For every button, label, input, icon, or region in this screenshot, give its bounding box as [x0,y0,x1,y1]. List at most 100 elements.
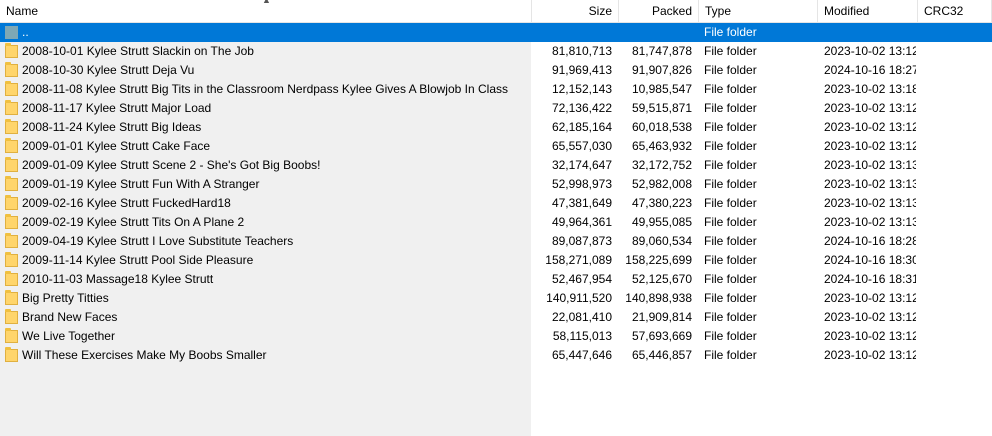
file-packed-size: 65,463,932 [631,139,692,153]
folder-icon [5,100,18,115]
file-size: 12,152,143 [551,82,612,96]
file-name: We Live Together [22,329,115,343]
file-packed-size: 21,909,814 [631,310,692,324]
file-packed-size: 47,380,223 [631,196,692,210]
file-size: 72,136,422 [551,101,612,115]
file-size: 47,381,649 [551,196,612,210]
table-row[interactable]: Brand New Faces 22,081,410 21,909,814 File … [0,308,992,327]
column-header-size[interactable]: Size [532,0,619,22]
column-header-modified[interactable]: Modified [818,0,918,22]
file-packed-size: 81,747,878 [631,44,692,58]
file-size: 81,810,713 [551,44,612,58]
table-row[interactable]: 2008-11-08 Kylee Strutt Big Tits in the … [0,80,992,99]
folder-icon [5,176,18,191]
table-row[interactable]: 2009-01-01 Kylee Strutt Cake Face 65,557,… [0,137,992,156]
file-modified: 2024-10-16 18:28 [824,234,916,248]
table-row[interactable]: We Live Together 58,115,013 57,693,669 File… [0,327,992,346]
file-type: File folder [704,215,757,229]
file-packed-size: 60,018,538 [631,120,692,134]
file-packed-size: 10,985,547 [631,82,692,96]
file-packed-size: 91,907,826 [631,63,692,77]
file-modified: 2023-10-02 13:12 [824,120,916,134]
table-row[interactable]: 2009-11-14 Kylee Strutt Pool Side Pleasu… [0,251,992,270]
file-type: File folder [704,101,757,115]
file-name: 2008-11-17 Kylee Strutt Major Load [22,101,212,115]
folder-icon [5,138,18,153]
file-name: 2009-01-19 Kylee Strutt Fun With A Stran… [22,177,260,191]
folder-icon [5,271,18,286]
file-size: 22,081,410 [551,310,612,324]
file-name: Big Pretty Titties [22,291,109,305]
folder-icon [5,252,18,267]
file-type: File folder [704,158,757,172]
file-size: 89,087,873 [551,234,612,248]
file-type: File folder [704,329,757,343]
table-row[interactable]: 2009-02-19 Kylee Strutt Tits On A Plane … [0,213,992,232]
folder-icon [5,157,18,172]
file-type: File folder [704,234,757,248]
file-name: 2009-01-09 Kylee Strutt Scene 2 - She's … [22,158,321,172]
file-size: 52,998,973 [551,177,612,191]
folder-icon [5,347,18,362]
folder-icon [5,328,18,343]
column-header-name[interactable]: Name [0,0,532,22]
parent-folder-row[interactable]: .. File folder [0,23,992,42]
folder-icon [5,195,18,210]
column-header-crc32[interactable]: CRC32 [918,0,992,22]
file-size: 52,467,954 [551,272,612,286]
file-modified: 2024-10-16 18:27 [824,63,916,77]
file-modified: 2023-10-02 13:12 [824,329,916,343]
file-name: Brand New Faces [22,310,118,324]
file-name: 2008-10-01 Kylee Strutt Slackin on The J… [22,44,254,58]
file-name: .. [22,25,29,39]
table-row[interactable]: 2009-04-19 Kylee Strutt I Love Substitut… [0,232,992,251]
name-column-background [0,42,531,436]
file-name: 2010-11-03 Massage18 Kylee Strutt [22,272,214,286]
table-row[interactable]: 2008-11-17 Kylee Strutt Major Load 72,136… [0,99,992,118]
table-row[interactable]: 2008-11-24 Kylee Strutt Big Ideas 62,185,… [0,118,992,137]
table-row[interactable]: Will These Exercises Make My Boobs Small… [0,346,992,365]
file-packed-size: 52,982,008 [631,177,692,191]
file-size: 62,185,164 [551,120,612,134]
sort-up-icon: ▲ [262,0,271,5]
table-row[interactable]: 2009-01-19 Kylee Strutt Fun With A Stran… [0,175,992,194]
column-header-type[interactable]: Type [699,0,818,22]
file-type: File folder [704,120,757,134]
file-name: 2009-02-16 Kylee Strutt FuckedHard18 [22,196,231,210]
file-packed-size: 57,693,669 [631,329,692,343]
table-row[interactable]: 2008-10-01 Kylee Strutt Slackin on The J… [0,42,992,61]
file-list[interactable]: .. File folder 2008-10-01 Kylee Strutt S… [0,23,992,365]
folder-icon [5,119,18,134]
file-type: File folder [704,348,757,362]
file-modified: 2023-10-02 13:13 [824,196,916,210]
file-type: File folder [704,63,757,77]
parent-folder-icon [5,26,18,39]
file-packed-size: 49,955,085 [631,215,692,229]
file-type: File folder [704,310,757,324]
table-row[interactable]: 2009-01-09 Kylee Strutt Scene 2 - She's … [0,156,992,175]
file-type: File folder [704,291,757,305]
file-modified: 2023-10-02 13:12 [824,310,916,324]
column-header-packed[interactable]: Packed [619,0,699,22]
file-name: 2009-11-14 Kylee Strutt Pool Side Pleasu… [22,253,254,267]
table-row[interactable]: 2010-11-03 Massage18 Kylee Strutt 52,467,… [0,270,992,289]
folder-icon [5,43,18,58]
folder-icon [5,62,18,77]
file-type: File folder [704,82,757,96]
file-modified: 2023-10-02 13:18 [824,82,916,96]
file-modified: 2023-10-02 13:13 [824,215,916,229]
folder-icon [5,233,18,248]
table-row[interactable]: 2009-02-16 Kylee Strutt FuckedHard18 47,3… [0,194,992,213]
file-size: 32,174,647 [551,158,612,172]
file-packed-size: 52,125,670 [631,272,692,286]
file-modified: 2023-10-02 13:12 [824,101,916,115]
file-name: Will These Exercises Make My Boobs Small… [22,348,267,362]
file-type: File folder [704,139,757,153]
file-name: 2009-01-01 Kylee Strutt Cake Face [22,139,211,153]
folder-icon [5,309,18,324]
file-packed-size: 59,515,871 [631,101,692,115]
table-row[interactable]: Big Pretty Titties 140,911,520 140,898,938… [0,289,992,308]
table-row[interactable]: 2008-10-30 Kylee Strutt Deja Vu 91,969,41… [0,61,992,80]
file-name: 2008-11-08 Kylee Strutt Big Tits in the … [22,82,509,96]
folder-icon [5,214,18,229]
